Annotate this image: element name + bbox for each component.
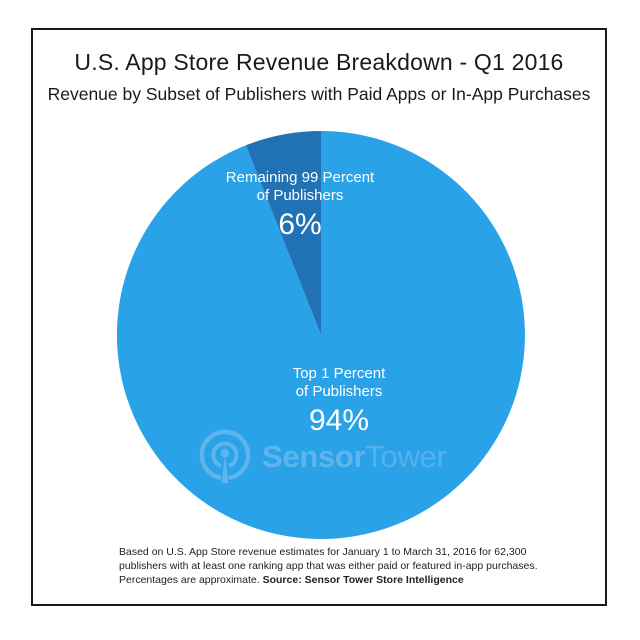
slice-label-line: Remaining 99 Percent [225, 169, 375, 186]
watermark-brand-light: Tower [365, 439, 447, 474]
pie-slice-6-percent [245, 131, 321, 335]
slice-label-remaining-99-percent: Remaining 99 Percent of Publishers 6% [190, 169, 410, 242]
pie-chart [116, 131, 525, 539]
footnote-line-3: Percentages are approximate. Source: Sen… [119, 574, 539, 588]
watermark-brand-bold: Sensor [262, 439, 366, 474]
slice-label-line: Top 1 Percent [292, 365, 386, 382]
footnote-line-2: publishers with at least one ranking app… [119, 559, 538, 572]
pie-slice-94-percent [116, 131, 525, 539]
slice-percentage-value: 94% [308, 404, 370, 437]
slice-percentage-value: 6% [278, 208, 322, 241]
chart-title: U.S. App Store Revenue Breakdown - Q1 20… [74, 49, 564, 75]
slice-label-line: of Publishers [256, 187, 344, 204]
footnote-line-3-regular: Percentages are approximate. [119, 573, 263, 586]
footnote: Based on U.S. App Store revenue estimate… [119, 546, 539, 587]
sensor-tower-broadcast-icon [199, 429, 251, 484]
watermark-sensor-tower: SensorTower [196, 428, 447, 486]
watermark-wordmark: SensorTower [262, 439, 447, 475]
chart-frame: U.S. App Store Revenue Breakdown - Q1 20… [31, 28, 607, 606]
footnote-source-credit: Source: Sensor Tower Store Intelligence [262, 573, 464, 586]
slice-label-line: of Publishers [295, 383, 383, 400]
footnote-line-1: Based on U.S. App Store revenue estimate… [119, 546, 527, 558]
slice-label-top-1-percent: Top 1 Percent of Publishers 94% [229, 365, 449, 438]
chart-subtitle: Revenue by Subset of Publishers with Pai… [47, 84, 591, 104]
